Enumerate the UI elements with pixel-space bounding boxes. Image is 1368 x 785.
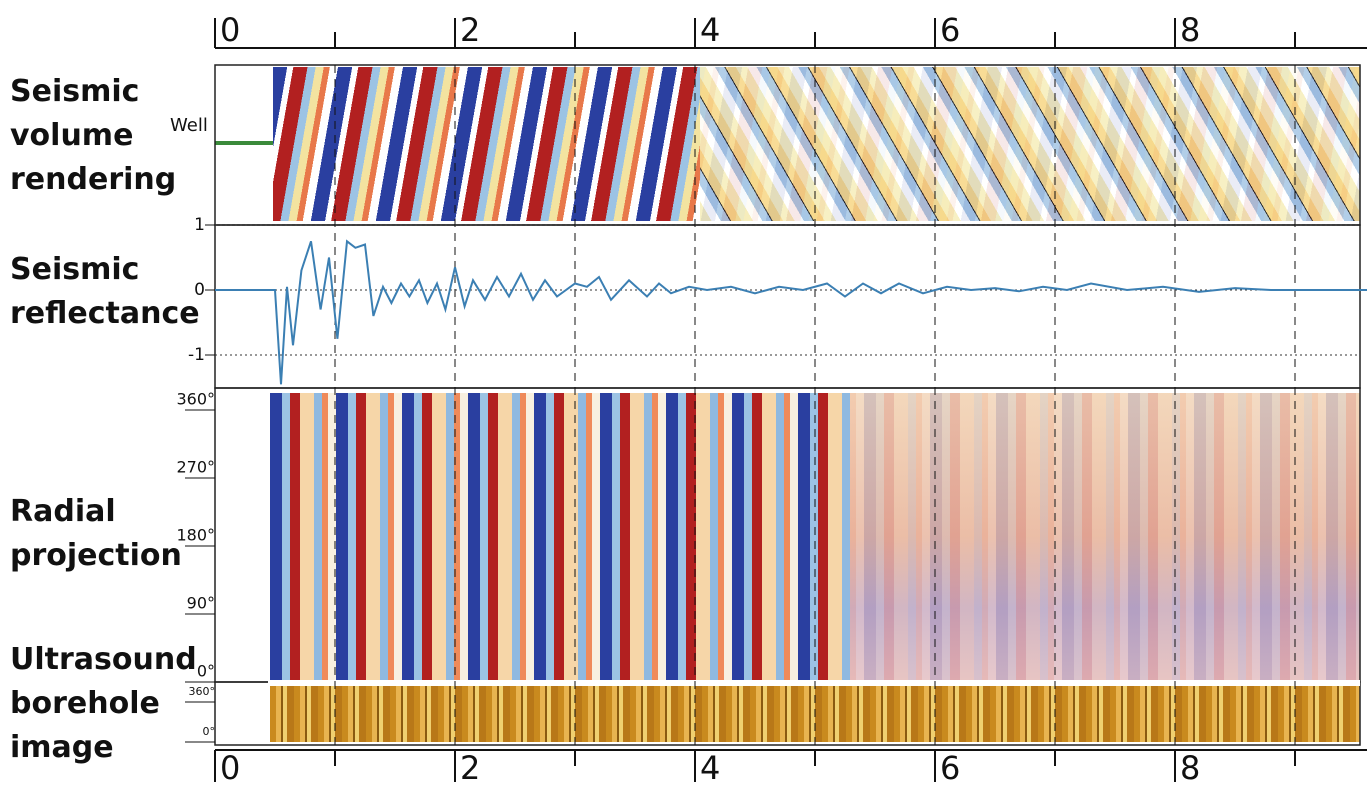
panel-frame	[214, 64, 1361, 226]
panel-frame	[214, 387, 1361, 683]
y-tick-label: 360°	[189, 685, 216, 698]
panel-frame	[214, 224, 1361, 389]
well-label: Well	[170, 115, 208, 136]
x-tick-label: 8	[1180, 11, 1200, 49]
seismic-volume-image-overlay	[700, 67, 1360, 221]
y-tick-label: 90°	[187, 594, 215, 613]
y-tick-label: 180°	[176, 526, 215, 545]
x-tick-label: 4	[700, 749, 720, 785]
x-tick-label: 0	[220, 749, 240, 785]
panel-label: Seismic reflectance	[10, 252, 200, 331]
reflectance-line	[215, 239, 1367, 385]
x-tick-label: 2	[460, 11, 480, 49]
y-tick-label: 1	[194, 215, 205, 235]
x-tick-label: 6	[940, 749, 960, 785]
x-tick-label: 0	[220, 11, 240, 49]
panel-frame	[214, 681, 1361, 746]
x-tick-label: 6	[940, 11, 960, 49]
y-tick-label: 0°	[203, 725, 216, 738]
y-tick-label: 360°	[176, 390, 215, 409]
panel-gap	[268, 680, 1360, 686]
x-tick-label: 8	[1180, 749, 1200, 785]
y-tick-label: 0°	[197, 662, 215, 681]
panel-label: Ultrasound borehole image	[10, 642, 197, 765]
x-tick-label: 4	[700, 11, 720, 49]
panel-label: Radial projection	[10, 494, 182, 573]
x-tick-label: 2	[460, 749, 480, 785]
y-tick-label: 0	[194, 280, 205, 300]
y-tick-label: -1	[188, 345, 205, 365]
panel-label: Seismic volume rendering	[10, 74, 177, 197]
y-tick-label: 270°	[176, 458, 215, 477]
